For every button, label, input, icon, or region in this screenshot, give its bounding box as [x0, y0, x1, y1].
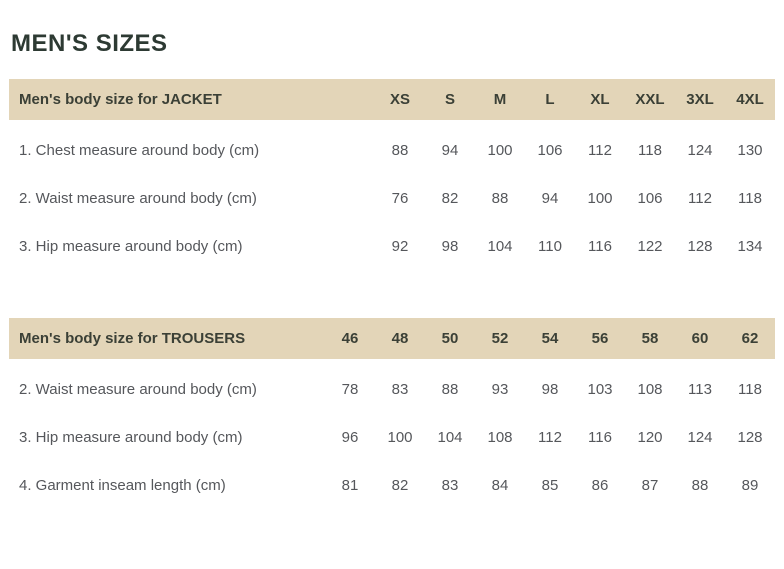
size-header: 56 — [591, 330, 609, 347]
measure-value: 82 — [391, 476, 409, 494]
measure-value: 92 — [391, 237, 409, 255]
jacket-table-title: Men's body size for JACKET — [19, 91, 222, 108]
measure-value: 94 — [541, 189, 559, 207]
measure-value: 134 — [737, 237, 763, 255]
measure-value: 100 — [487, 141, 513, 159]
table-row: 2. Waist measure around body (cm) 76 82 … — [9, 174, 775, 222]
measure-value: 118 — [738, 189, 762, 207]
measure-value: 85 — [541, 476, 559, 494]
measure-value: 104 — [437, 428, 463, 446]
measure-value: 116 — [588, 237, 612, 255]
measure-value: 98 — [441, 237, 459, 255]
measure-value: 106 — [637, 189, 663, 207]
measure-value: 93 — [491, 380, 509, 398]
size-header: 52 — [491, 330, 509, 347]
measure-value: 83 — [441, 476, 459, 494]
size-header: 3XL — [686, 91, 714, 108]
size-header: 60 — [691, 330, 709, 347]
measure-value: 100 — [387, 428, 413, 446]
measure-value: 108 — [487, 428, 513, 446]
measure-value: 88 — [441, 380, 459, 398]
measure-value: 88 — [691, 476, 709, 494]
size-header: M — [493, 91, 507, 108]
measure-value: 87 — [641, 476, 659, 494]
measure-value: 106 — [537, 141, 563, 159]
size-header: 48 — [391, 330, 409, 347]
size-header: XL — [590, 91, 610, 108]
measure-value: 96 — [341, 428, 359, 446]
measure-value: 118 — [738, 380, 762, 398]
measure-value: 108 — [637, 380, 663, 398]
measure-value: 110 — [538, 237, 562, 255]
table-row: 3. Hip measure around body (cm) 92 98 10… — [9, 222, 775, 270]
size-header: 54 — [541, 330, 559, 347]
size-header: 62 — [741, 330, 759, 347]
size-header: S — [444, 91, 455, 108]
table-row: 3. Hip measure around body (cm) 96 100 1… — [9, 413, 775, 461]
measure-value: 113 — [688, 380, 712, 398]
page-title: MEN'S SIZES — [11, 30, 168, 57]
measure-value: 112 — [588, 141, 612, 159]
measure-value: 88 — [491, 189, 509, 207]
size-header: XS — [389, 91, 410, 108]
size-header: L — [545, 91, 555, 108]
size-header: 46 — [341, 330, 359, 347]
table-row: 1. Chest measure around body (cm) 88 94 … — [9, 126, 775, 174]
row-label: 1. Chest measure around body (cm) — [19, 141, 260, 159]
measure-value: 98 — [541, 380, 559, 398]
measure-value: 88 — [391, 141, 409, 159]
measure-value: 82 — [441, 189, 459, 207]
trousers-size-table: Men's body size for TROUSERS 46 48 50 52… — [9, 318, 775, 509]
size-header: 4XL — [736, 91, 764, 108]
measure-value: 112 — [688, 189, 712, 207]
row-label: 2. Waist measure around body (cm) — [19, 380, 257, 398]
table-row: 4. Garment inseam length (cm) 81 82 83 8… — [9, 461, 775, 509]
measure-value: 81 — [341, 476, 359, 494]
row-label: 4. Garment inseam length (cm) — [19, 476, 226, 494]
row-label: 3. Hip measure around body (cm) — [19, 428, 243, 446]
size-header: 50 — [441, 330, 459, 347]
row-label: 2. Waist measure around body (cm) — [19, 189, 257, 207]
measure-value: 128 — [737, 428, 763, 446]
measure-value: 76 — [391, 189, 409, 207]
measure-value: 94 — [441, 141, 459, 159]
size-header: XXL — [635, 91, 665, 108]
measure-value: 124 — [687, 141, 713, 159]
measure-value: 83 — [391, 380, 409, 398]
measure-value: 122 — [637, 237, 663, 255]
measure-value: 103 — [587, 380, 613, 398]
size-guide-section: MEN'S SIZES Men's body size for JACKET X… — [0, 30, 784, 509]
trousers-table-title: Men's body size for TROUSERS — [19, 330, 246, 347]
trousers-table-header: Men's body size for TROUSERS 46 48 50 52… — [9, 318, 775, 359]
measure-value: 120 — [637, 428, 663, 446]
measure-value: 100 — [587, 189, 613, 207]
measure-value: 118 — [638, 141, 662, 159]
row-label: 3. Hip measure around body (cm) — [19, 237, 243, 255]
measure-value: 112 — [538, 428, 562, 446]
measure-value: 86 — [591, 476, 609, 494]
measure-value: 84 — [491, 476, 509, 494]
measure-value: 116 — [588, 428, 612, 446]
measure-value: 130 — [737, 141, 763, 159]
measure-value: 89 — [741, 476, 759, 494]
size-header: 58 — [641, 330, 659, 347]
measure-value: 124 — [687, 428, 713, 446]
jacket-size-table: Men's body size for JACKET XS S M L XL X… — [9, 79, 775, 270]
table-row: 2. Waist measure around body (cm) 78 83 … — [9, 365, 775, 413]
jacket-table-header: Men's body size for JACKET XS S M L XL X… — [9, 79, 775, 120]
measure-value: 104 — [487, 237, 513, 255]
measure-value: 128 — [687, 237, 713, 255]
measure-value: 78 — [341, 380, 359, 398]
